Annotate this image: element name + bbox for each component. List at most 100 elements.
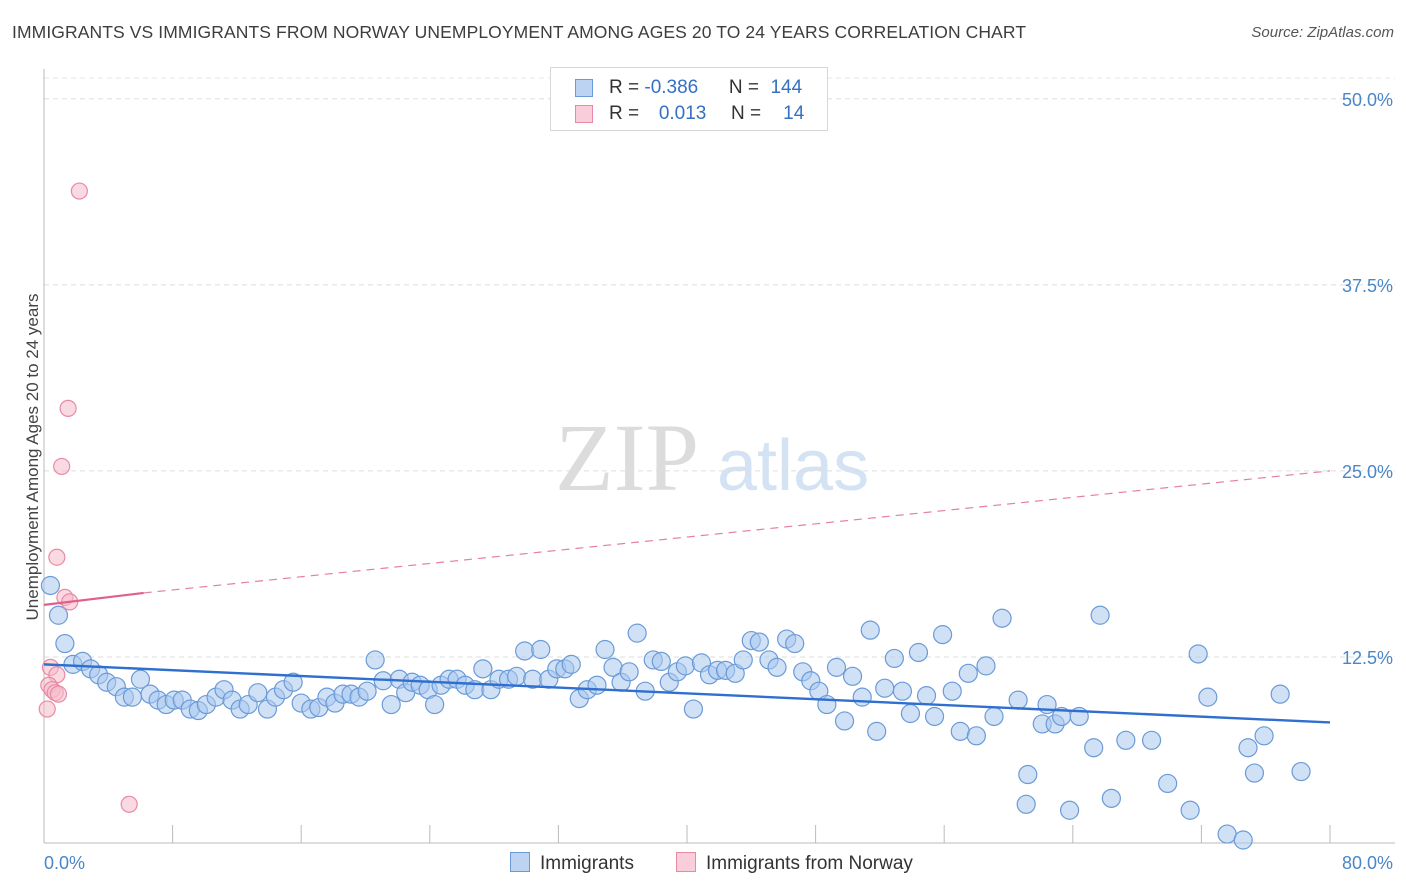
point-immigrants [507,666,527,686]
point-immigrants [875,678,895,698]
point-immigrants [425,694,445,715]
point-immigrants [1270,684,1290,704]
point-immigrants [1084,738,1104,758]
legend-n-label: N = [730,103,767,124]
bottom-legend-immigrants[interactable]: Immigrants [510,852,634,875]
point-immigrants [892,681,913,701]
point-immigrants [283,672,303,692]
x-tick-label-min: 0.0% [44,853,85,873]
series-norway [38,182,138,813]
point-immigrants [473,659,493,679]
point-immigrants [381,694,401,715]
point-norway [38,700,56,718]
point-immigrants [357,681,377,701]
y-tick-label: 50.0% [1342,90,1393,110]
point-immigrants [942,681,962,701]
source-prefix: Source: [1251,24,1308,41]
legend-swatch-blue [575,79,593,97]
point-immigrants [1188,644,1208,664]
point-immigrants [984,706,1004,727]
point-immigrants [587,675,607,695]
point-immigrants [966,726,986,746]
chart-source: Source: ZipAtlas.com [1251,24,1394,41]
point-immigrants [1016,794,1036,814]
grid [44,77,1395,658]
point-immigrants [122,687,143,707]
point-immigrants [627,623,647,643]
trend-line-norway [43,591,144,606]
point-immigrants [683,699,704,719]
point-immigrants [1238,738,1258,758]
point-norway [70,182,88,200]
y-tick-label: 25.0% [1342,462,1393,482]
point-immigrants [950,721,970,741]
bottom-legend-label-norway: Immigrants from Norway [706,853,913,874]
trend-line-immigrants [43,663,1331,724]
trend-lines [43,470,1331,724]
point-immigrants [1244,763,1265,783]
point-immigrants [992,608,1012,628]
watermark-zip: ZIP [555,404,699,511]
y-tick-label: 12.5% [1342,648,1393,668]
point-immigrants [619,662,639,682]
point-immigrants [884,648,904,669]
point-immigrants [1291,761,1311,782]
point-norway [49,685,68,703]
source-name[interactable]: ZipAtlas.com [1307,24,1394,41]
y-axis-title: Unemployment Among Ages 20 to 24 years [23,294,42,621]
x-tick-label-max: 80.0% [1342,853,1393,873]
point-immigrants [1180,800,1200,820]
legend-n-value: 14 [783,103,805,124]
legend-r-label: R = [609,77,645,98]
point-immigrants [651,651,671,672]
point-immigrants [1116,730,1136,750]
point-immigrants [842,666,863,686]
chart-title: IMMIGRANTS VS IMMIGRANTS FROM NORWAY UNE… [12,22,1027,42]
point-immigrants [1233,830,1253,850]
point-immigrants [733,650,753,670]
point-immigrants [867,721,887,741]
point-immigrants [958,663,978,683]
legend-r-label: R = [609,103,645,124]
bottom-legend-swatch-blue [510,852,530,872]
point-immigrants [932,625,953,645]
point-immigrants [1059,800,1080,820]
point-immigrants [767,657,787,677]
point-immigrants [860,620,880,640]
point-immigrants [785,633,805,654]
point-immigrants [749,632,769,652]
legend-swatch-pink [575,105,593,123]
point-immigrants [826,657,847,677]
bottom-legend-norway[interactable]: Immigrants from Norway [676,852,913,875]
y-tick-labels: 12.5% 25.0% 37.5% 50.0% [1342,90,1393,668]
point-norway [120,795,138,813]
correlation-legend: R = -0.386 N = 144 R = 0.013 N = 14 [550,67,828,131]
point-immigrants [365,650,385,670]
point-immigrants [1018,764,1038,785]
watermark-atlas: atlas [717,426,869,506]
point-immigrants [924,706,945,727]
point-immigrants [1254,726,1274,746]
bottom-legend-swatch-pink [676,852,696,872]
legend-n-label: N = [728,77,765,98]
point-immigrants [1158,773,1178,794]
point-immigrants [976,656,996,676]
series-immigrants [40,575,1311,850]
point-immigrants [531,639,551,660]
watermark: ZIP atlas [555,404,869,511]
point-immigrants [675,656,695,676]
point-immigrants [515,641,535,661]
point-immigrants [916,686,937,706]
point-immigrants [834,711,855,731]
point-immigrants [900,703,921,724]
y-tick-label: 37.5% [1342,276,1393,296]
point-immigrants [40,575,61,596]
point-norway [59,399,77,417]
point-immigrants [595,639,615,660]
point-immigrants [561,654,581,674]
legend-n-value: 144 [770,77,803,98]
legend-r-value: 0.013 [658,103,707,124]
point-immigrants [248,683,268,703]
point-immigrants [852,687,872,707]
